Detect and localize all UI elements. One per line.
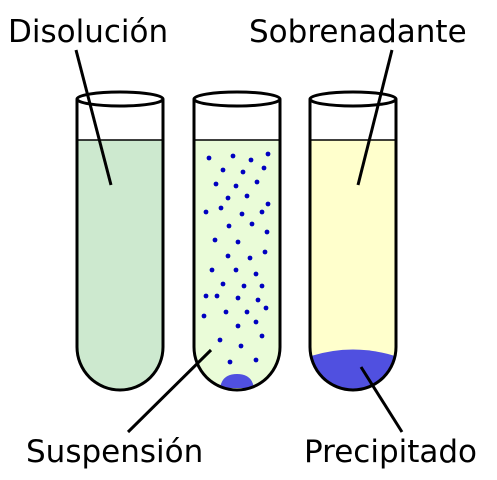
suspension-particle (225, 253, 231, 259)
precipitate-tube-body (308, 99, 398, 392)
solution-leader-line (74, 49, 113, 186)
suspension-particle (206, 155, 212, 161)
supernatant-leader-line (356, 49, 394, 186)
suspension-particle (239, 211, 245, 217)
suspension-particle (201, 313, 207, 319)
suspension-particle (203, 293, 209, 299)
suspension-particle (259, 333, 265, 339)
suspension-particle (249, 221, 255, 227)
tube-suspension (192, 90, 282, 392)
suspension-liquid (194, 140, 280, 390)
suspension-settled-particles (220, 374, 254, 388)
suspension-particle (209, 267, 215, 273)
label-suspension: Suspensión (26, 434, 203, 470)
label-supernatant: Sobrenadante (249, 14, 467, 50)
suspension-particle (230, 153, 236, 159)
solution-liquid (77, 140, 163, 390)
suspension-particle (241, 283, 247, 289)
suspension-particle (217, 337, 223, 343)
suspension-particle (235, 239, 241, 245)
suspension-particles (201, 151, 271, 365)
suspension-particle (264, 229, 270, 235)
suspension-particle (203, 209, 209, 215)
tube-precipitate (308, 90, 398, 392)
suspension-particle (261, 165, 267, 171)
suspension-particle (253, 319, 259, 325)
suspension-leader-line (126, 348, 213, 434)
suspension-tube-rim (192, 90, 282, 108)
suspension-particle (233, 183, 239, 189)
suspension-tube-body (192, 99, 282, 392)
suspension-particle (220, 281, 226, 287)
label-precipitate: Precipitado (304, 434, 477, 470)
suspension-particle (248, 157, 254, 163)
supernatant-liquid (310, 140, 396, 390)
suspension-particle (238, 343, 244, 349)
solution-tube-rim (75, 90, 165, 108)
suspension-particle (262, 249, 268, 255)
suspension-particle (218, 205, 224, 211)
label-solution: Disolución (8, 14, 168, 50)
suspension-particle (265, 201, 271, 207)
suspension-particle (227, 359, 233, 365)
suspension-particle (223, 309, 229, 315)
suspension-particle (265, 151, 271, 157)
suspension-particle (226, 223, 232, 229)
suspension-particle (212, 237, 218, 243)
suspension-particle (247, 255, 253, 261)
precipitate-layer (311, 349, 395, 390)
suspension-particle (214, 293, 220, 299)
suspension-particle (259, 283, 265, 289)
suspension-particle (213, 181, 219, 187)
suspension-particle (220, 167, 226, 173)
suspension-particle (233, 267, 239, 273)
suspension-particle (253, 357, 259, 363)
precipitate-tube-rim (308, 90, 398, 108)
suspension-particle (259, 209, 265, 215)
suspension-particle (254, 179, 260, 185)
suspension-particle (253, 271, 259, 277)
suspension-particle (263, 305, 269, 311)
suspension-particle (240, 169, 246, 175)
suspension-particle (235, 323, 241, 329)
precipitate-leader-line (359, 366, 404, 433)
tube-solution (75, 90, 165, 392)
suspension-particle (244, 309, 250, 315)
suspension-particle (244, 193, 250, 199)
suspension-particle (255, 297, 261, 303)
suspension-particle (235, 295, 241, 301)
solution-tube-body (75, 99, 165, 392)
suspension-particle (225, 195, 231, 201)
